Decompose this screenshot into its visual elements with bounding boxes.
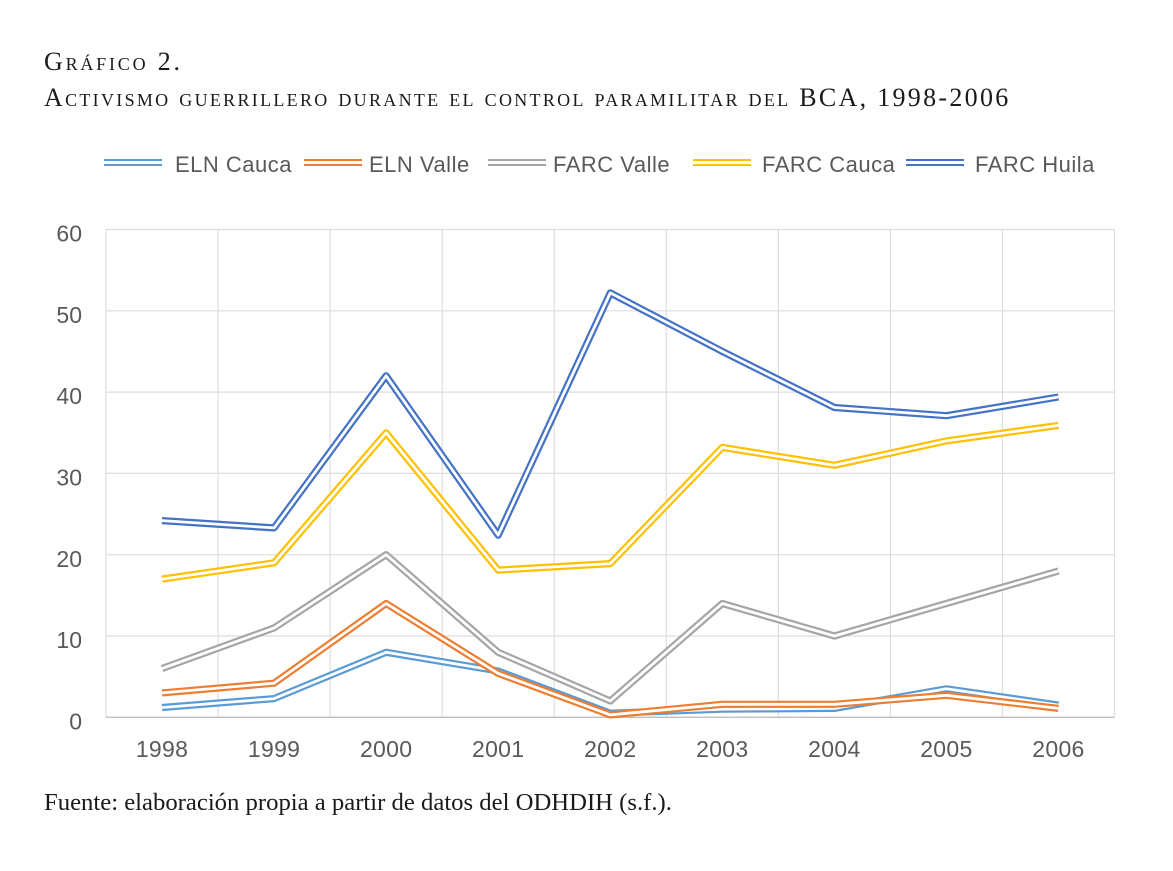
svg-text:30: 30 [56,464,82,490]
svg-text:2004: 2004 [808,736,860,762]
svg-text:60: 60 [56,221,82,247]
svg-text:1999: 1999 [248,736,300,762]
svg-text:2002: 2002 [584,736,636,762]
svg-text:40: 40 [56,383,82,409]
svg-text:2006: 2006 [1032,736,1084,762]
svg-text:2000: 2000 [360,736,412,762]
svg-text:2003: 2003 [696,736,748,762]
svg-text:2001: 2001 [472,736,524,762]
svg-text:50: 50 [56,302,82,328]
svg-text:0: 0 [69,708,82,734]
svg-text:1998: 1998 [136,736,188,762]
svg-text:2005: 2005 [920,736,972,762]
svg-text:20: 20 [56,546,82,572]
svg-text:10: 10 [56,627,82,653]
